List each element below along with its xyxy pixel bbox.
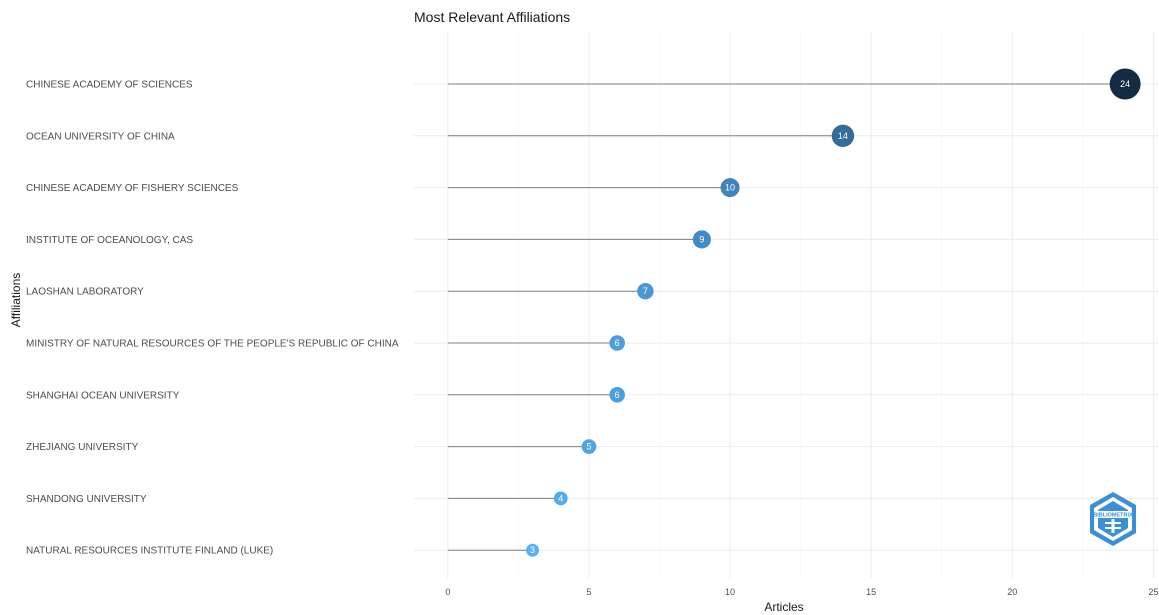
category-label: SHANDONG UNIVERSITY bbox=[26, 494, 147, 505]
category-label: CHINESE ACADEMY OF FISHERY SCIENCES bbox=[26, 183, 239, 194]
y-axis-title: Affiliations bbox=[9, 273, 23, 327]
logo-text: BIBLIOMETRIX bbox=[1093, 513, 1133, 519]
chart-title: Most Relevant Affiliations bbox=[414, 9, 570, 25]
dot-layer: 24 14 10 9 7 6 6 5 4 3 bbox=[526, 69, 1141, 557]
dot-value-label: 10 bbox=[725, 183, 735, 193]
x-tick-label: 20 bbox=[1007, 587, 1017, 597]
dot-value-label: 4 bbox=[558, 493, 563, 503]
logo-line-2 bbox=[1105, 527, 1121, 529]
x-tick-label: 10 bbox=[725, 587, 735, 597]
category-label: ZHEJIANG UNIVERSITY bbox=[26, 442, 139, 453]
dot-value-label: 9 bbox=[699, 234, 704, 244]
dot-value-label: 7 bbox=[643, 286, 648, 296]
logo-bar bbox=[1112, 519, 1115, 533]
dot-value-label: 5 bbox=[586, 442, 591, 452]
category-label: SHANGHAI OCEAN UNIVERSITY bbox=[26, 390, 180, 401]
category-label: MINISTRY OF NATURAL RESOURCES OF THE PEO… bbox=[26, 339, 399, 350]
dot-value-label: 6 bbox=[615, 338, 620, 348]
x-tick-layer: 0 5 10 15 20 25 bbox=[445, 587, 1158, 597]
category-label: NATURAL RESOURCES INSTITUTE FINLAND (LUK… bbox=[26, 546, 273, 557]
stem-layer bbox=[448, 84, 1125, 550]
dot-value-label: 14 bbox=[838, 131, 848, 141]
x-tick-label: 15 bbox=[866, 587, 876, 597]
dot-value-label: 3 bbox=[530, 545, 535, 555]
x-axis-title: Articles bbox=[764, 600, 803, 614]
logo-line-1 bbox=[1105, 522, 1121, 524]
category-label: LAOSHAN LABORATORY bbox=[26, 287, 144, 298]
dot-value-label: 24 bbox=[1120, 79, 1130, 89]
grid-layer bbox=[414, 32, 1159, 578]
category-label: INSTITUTE OF OCEANOLOGY, CAS bbox=[26, 235, 193, 246]
x-tick-label: 5 bbox=[586, 587, 591, 597]
x-tick-label: 0 bbox=[445, 587, 450, 597]
category-label-layer: CHINESE ACADEMY OF SCIENCES OCEAN UNIVERS… bbox=[26, 80, 399, 557]
x-tick-label: 25 bbox=[1148, 587, 1158, 597]
bibliometrix-logo: BIBLIOMETRIX bbox=[1090, 492, 1136, 546]
dot-value-label: 6 bbox=[615, 390, 620, 400]
category-label: CHINESE ACADEMY OF SCIENCES bbox=[26, 80, 193, 91]
category-label: OCEAN UNIVERSITY OF CHINA bbox=[26, 131, 175, 142]
